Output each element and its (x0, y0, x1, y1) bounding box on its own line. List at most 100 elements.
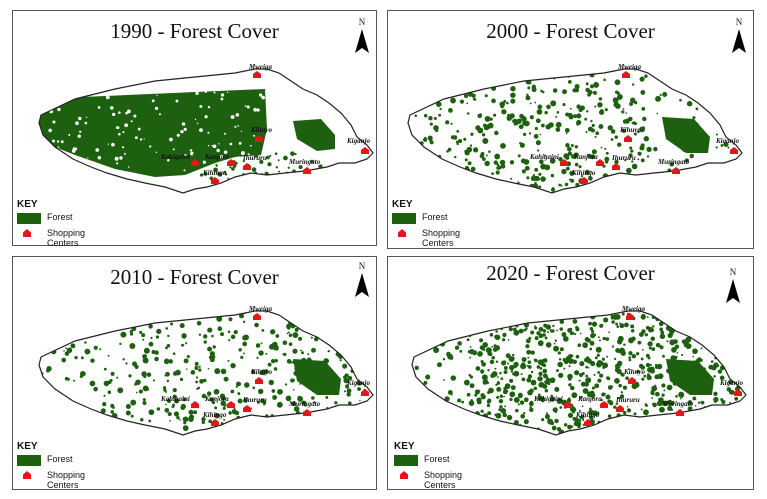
forest-map-2000: Mweiga Kihuyo Kiganjo Kahigaini Kanjora Ihuru… (407, 63, 743, 194)
town-label: Ihururu (611, 154, 636, 162)
north-arrow: N (728, 17, 750, 62)
shopping-center-marker (361, 389, 369, 396)
key-forest: Forest (392, 210, 448, 226)
town-label: Kanjora (573, 153, 598, 161)
town-label: Kiganjo (715, 137, 739, 145)
north-arrow: N (351, 261, 373, 306)
shopping-center-marker (564, 401, 572, 408)
town-label: Ihururu (242, 154, 267, 162)
key-forest: Forest (394, 452, 450, 468)
north-arrow: N (351, 17, 373, 62)
key-shops: Shopping Centers (392, 226, 460, 248)
map-panel-2020: Mweiga Kihuyo Kiganjo Kahigaini Kanjora Ihuru… (387, 256, 754, 490)
map-key: KEY Forest Shopping Centers (17, 441, 85, 490)
town-label: Muringato (661, 400, 694, 408)
shopping-center-marker (191, 401, 199, 408)
key-shops: Shopping Centers (17, 468, 85, 490)
map-panel-2000: Mweiga Kihuyo Kiganjo Kahigaini Kanjora Ihuru… (387, 10, 754, 249)
county-boundary (411, 310, 747, 436)
forest-area (414, 312, 741, 435)
town-label: Mweiga (617, 63, 641, 71)
shopping-center-marker (672, 167, 680, 174)
shopping-center-marker (616, 405, 624, 412)
north-arrow-icon (732, 29, 746, 53)
town-label: Kahigaini (160, 153, 190, 161)
shopping-center-icon (23, 229, 31, 237)
shopping-center-marker (227, 401, 235, 408)
key-title: KEY (392, 199, 413, 210)
key-forest: Forest (17, 210, 73, 226)
forest-map-2020: Mweiga Kihuyo Kiganjo Kahigaini Kanjora Ihuru… (411, 305, 747, 436)
town-label: Kihingo (202, 169, 227, 177)
forest-swatch (17, 213, 41, 224)
town-label: Kanjora (204, 153, 229, 161)
map-title: 2010 - Forest Cover (110, 265, 279, 289)
town-label: Mweiga (248, 63, 272, 71)
map-title: 2000 - Forest Cover (486, 19, 655, 43)
town-label: Ihururu (242, 396, 267, 404)
shopping-center-marker (255, 135, 263, 142)
town-label: Mweiga (621, 305, 645, 313)
shopping-center-marker (628, 377, 636, 384)
town-label: Kiganjo (719, 379, 743, 387)
map-key: KEY Forest Shopping Centers (17, 199, 85, 248)
town-label: Kahigaini (533, 395, 563, 403)
town-label: Kihuyo (619, 126, 642, 134)
shopping-center-icon (23, 471, 31, 479)
shopping-center-marker (560, 159, 568, 166)
shopping-center-marker (243, 163, 251, 170)
shopping-center-marker (361, 147, 369, 154)
county-boundary (38, 68, 374, 194)
forest-area (39, 87, 335, 181)
town-label: Kiganjo (346, 137, 370, 145)
shopping-center-marker (253, 313, 261, 320)
town-label: Muringato (288, 158, 321, 166)
key-forest: Forest (17, 452, 73, 468)
forest-map-2010: Mweiga Kihuyo Kiganjo Kahigaini Kanjora Ihuru… (38, 305, 374, 436)
north-arrow-icon (726, 279, 740, 303)
shopping-center-marker (600, 401, 608, 408)
forest-swatch (392, 213, 416, 224)
forest-swatch (394, 455, 418, 466)
forest-area (41, 312, 367, 432)
shopping-center-marker (626, 313, 634, 320)
key-shops: Shopping Centers (17, 226, 85, 248)
forest-map-1990: Mweiga Kihuyo Kiganjo Kahigaini Kanjora Ihuru… (38, 63, 374, 194)
forest-swatch (17, 455, 41, 466)
shopping-center-icon (398, 229, 406, 237)
shopping-center-marker (303, 167, 311, 174)
shopping-center-marker (243, 405, 251, 412)
town-label: Kahigaini (160, 395, 190, 403)
shopping-center-marker (191, 159, 199, 166)
town-label: Kiganjo (346, 379, 370, 387)
town-label: Ihururu (615, 396, 640, 404)
shopping-center-marker (596, 159, 604, 166)
key-title: KEY (17, 441, 38, 452)
shopping-center-marker (624, 135, 632, 142)
map-key: KEY Forest Shopping Centers (394, 441, 462, 490)
shopping-center-marker (584, 419, 592, 426)
county-boundary (38, 310, 374, 436)
town-label: Kihuyo (250, 368, 273, 376)
town-label: Kihingo (571, 169, 596, 177)
county-boundary (407, 68, 743, 194)
town-label: Kanjora (577, 395, 602, 403)
map-title: 1990 - Forest Cover (110, 19, 279, 43)
shopping-center-marker (227, 159, 235, 166)
key-title: KEY (17, 199, 38, 210)
shopping-center-marker (622, 71, 630, 78)
key-shops: Shopping Centers (394, 468, 462, 490)
north-arrow-icon (355, 29, 369, 53)
shopping-center-marker (255, 377, 263, 384)
north-arrow-icon (355, 273, 369, 297)
shopping-center-icon (400, 471, 408, 479)
map-panel-2010: Mweiga Kihuyo Kiganjo Kahigaini Kanjora Ihuru… (12, 256, 377, 490)
map-key: KEY Forest Shopping Centers (392, 199, 460, 248)
shopping-center-marker (676, 409, 684, 416)
shopping-center-marker (253, 71, 261, 78)
shopping-center-marker (580, 177, 588, 184)
shopping-center-marker (303, 409, 311, 416)
town-label: Kahigaini (529, 153, 559, 161)
shopping-center-marker (734, 389, 742, 396)
shopping-center-marker (211, 419, 219, 426)
